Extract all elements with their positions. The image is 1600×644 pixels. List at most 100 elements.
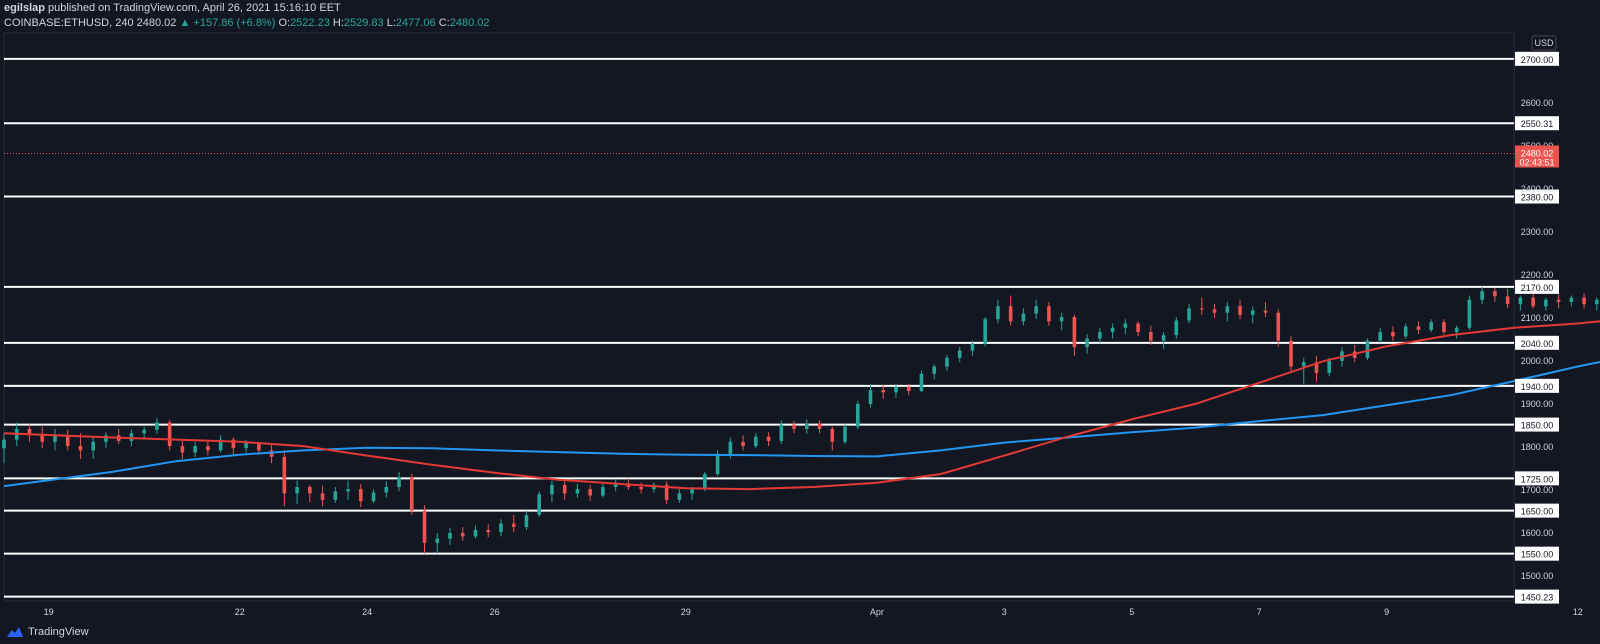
published-text: published on TradingView.com, April 26, …: [48, 2, 341, 14]
low-value: 2477.06: [395, 17, 436, 29]
level-label: 2380.00: [1521, 193, 1554, 203]
candle-body: [664, 484, 669, 500]
candle-body: [167, 422, 172, 447]
x-tick-label: 9: [1384, 607, 1389, 617]
candle-body: [218, 439, 223, 451]
candle-body: [1301, 362, 1306, 367]
candle-body: [843, 426, 847, 442]
candle-body: [40, 435, 45, 442]
y-tick-label: 2200.00: [1521, 270, 1554, 280]
candle-body: [1021, 313, 1026, 322]
open-label: O:: [278, 17, 291, 29]
level-label: 1725.00: [1521, 474, 1554, 484]
candle-body: [295, 486, 299, 494]
x-tick-label: 22: [235, 607, 245, 617]
candle-body: [690, 489, 694, 494]
level-label: 1850.00: [1521, 421, 1554, 431]
x-tick-label: 5: [1129, 607, 1134, 617]
candle-body: [677, 493, 682, 500]
currency-badge-box[interactable]: [1531, 35, 1557, 51]
symbol-label[interactable]: COINBASE:ETHUSD, 240: [4, 17, 134, 29]
candles: [2, 286, 1599, 554]
candle-body: [855, 403, 860, 427]
candle-body: [575, 489, 580, 494]
candle-body: [919, 373, 924, 392]
candle-body: [537, 494, 541, 515]
time-axis[interactable]: 1922242629Apr35791214161921232628May: [44, 607, 1600, 617]
candle-body: [1544, 299, 1548, 307]
candle-body: [983, 319, 987, 344]
candle-body: [932, 366, 937, 374]
candle-body: [741, 441, 745, 447]
last-price-badge: [1515, 145, 1559, 168]
high-label: H:: [332, 17, 344, 29]
tradingview-logo-icon: [7, 627, 23, 637]
x-tick-label: 29: [681, 607, 691, 617]
candle-body: [894, 386, 898, 393]
candle-body: [1047, 306, 1051, 322]
candle-body: [1200, 308, 1204, 310]
x-tick-label: Apr: [870, 607, 884, 617]
candle-body: [486, 530, 491, 533]
candle-body: [1072, 317, 1077, 348]
publish-info: egilslap published on TradingView.com, A…: [4, 2, 341, 14]
candle-body: [499, 523, 503, 533]
candle-body: [945, 357, 949, 367]
candle-body: [1327, 360, 1332, 373]
candle-body: [460, 533, 465, 537]
brand-label: TradingView: [28, 626, 89, 638]
candle-body: [91, 441, 95, 451]
x-tick-label: 24: [362, 607, 372, 617]
candle-body: [1505, 296, 1510, 305]
candle-body: [1429, 322, 1433, 330]
candle-body: [728, 441, 733, 454]
level-label-box: [1515, 335, 1559, 350]
tradingview-brand[interactable]: TradingView: [6, 626, 89, 638]
candle-body: [27, 428, 32, 436]
candle-body: [639, 486, 643, 490]
candle-body: [613, 483, 618, 487]
candle-body: [1250, 310, 1255, 315]
level-label: 2040.00: [1521, 339, 1554, 349]
candle-body: [435, 538, 440, 543]
candle-body: [868, 390, 873, 404]
candle-body: [1123, 323, 1128, 328]
candle-body: [1174, 320, 1179, 336]
level-label-box: [1515, 589, 1559, 604]
candle-body: [766, 436, 771, 441]
candle-body: [346, 489, 350, 492]
currency-label: USD: [1534, 38, 1554, 48]
candle-body: [562, 484, 567, 494]
candle-body: [970, 343, 975, 351]
candle-body: [1493, 291, 1497, 297]
candle-body: [2, 439, 6, 449]
candle-body: [1569, 297, 1574, 302]
candle-body: [1595, 299, 1599, 305]
candle-body: [1161, 335, 1166, 341]
y-tick-label: 2600.00: [1521, 98, 1554, 108]
candle-body: [754, 436, 758, 447]
author-name[interactable]: egilslap: [4, 2, 45, 14]
close-label: C:: [438, 17, 450, 29]
candle-body: [231, 439, 236, 449]
candle-body: [142, 429, 146, 434]
price-axis[interactable]: 2700.00 2550.31 2380.00 2170.00 2040.00 1940.…: [1515, 51, 1559, 604]
candle-body: [1008, 306, 1013, 322]
y-tick-label: 1600.00: [1521, 528, 1554, 538]
x-tick-label: 12: [1573, 607, 1583, 617]
candle-body: [1238, 306, 1242, 315]
level-label: 1650.00: [1521, 507, 1554, 517]
candle-body: [397, 477, 401, 487]
candle-body: [422, 510, 427, 543]
open-value: 2522.23: [290, 17, 330, 29]
candle-body: [881, 390, 886, 393]
level-label-box: [1515, 417, 1559, 432]
last-price: 2480.02: [136, 17, 177, 29]
candle-body: [588, 489, 592, 496]
candle-body: [524, 514, 529, 527]
x-tick-label: 7: [1257, 607, 1262, 617]
level-label-box: [1515, 503, 1559, 518]
level-label-box: [1515, 189, 1559, 204]
y-tick-label: 2400.00: [1521, 184, 1554, 194]
